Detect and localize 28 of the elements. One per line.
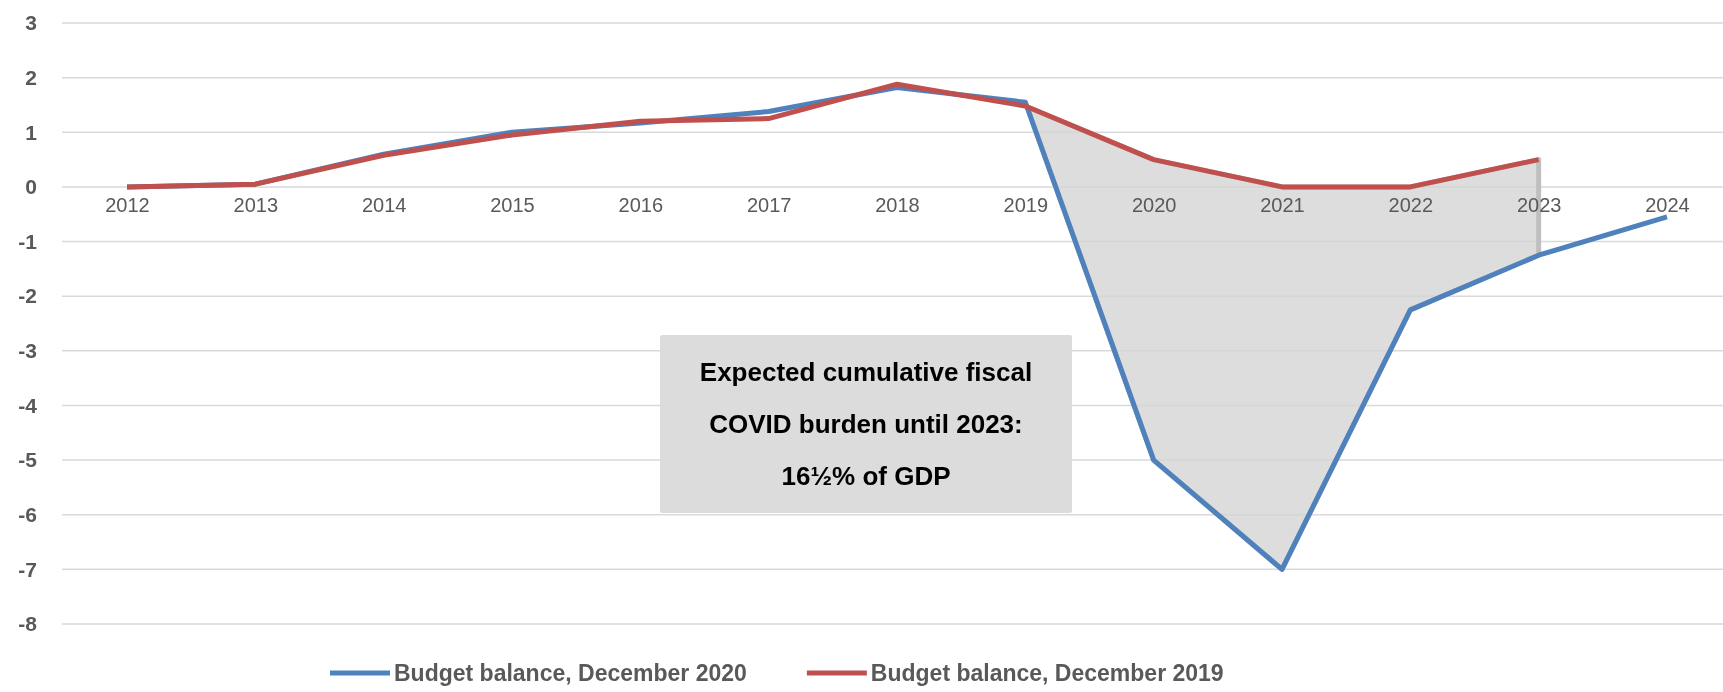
legend-label: Budget balance, December 2019 [870, 660, 1224, 686]
x-tick-label: 2013 [233, 194, 279, 217]
y-tick-label: -3 [18, 339, 37, 363]
y-tick-label: 1 [25, 120, 38, 144]
x-tick-label: 2016 [618, 194, 664, 217]
x-tick-label: 2020 [1131, 194, 1177, 217]
x-tick-label: 2023 [1516, 194, 1562, 217]
x-tick-label: 2018 [875, 194, 920, 217]
x-tick-label: 2017 [746, 194, 792, 217]
legend-label: Budget balance, December 2020 [394, 660, 747, 686]
x-tick-label: 2022 [1388, 194, 1434, 217]
x-tick-label: 2024 [1645, 194, 1690, 217]
y-tick-label: 0 [25, 175, 37, 199]
y-tick-label: -1 [18, 229, 38, 253]
y-tick-label: 3 [25, 11, 37, 35]
x-tick-label: 2021 [1260, 194, 1305, 217]
x-tick-label: 2015 [490, 194, 535, 217]
x-tick-label: 2012 [105, 194, 150, 217]
y-tick-label: -2 [18, 284, 37, 308]
y-tick-label: -7 [18, 557, 37, 581]
y-tick-label: 2 [25, 65, 37, 89]
x-tick-label: 2019 [1003, 194, 1049, 217]
y-tick-label: -4 [18, 393, 38, 417]
annotation: Expected cumulative fiscal COVID burden until 2023: 16½% of GDP [699, 357, 1033, 491]
y-tick-label: -6 [18, 502, 37, 526]
y-tick-label: -5 [18, 448, 38, 472]
x-tick-label: 2014 [361, 194, 407, 217]
y-tick-label: -8 [18, 612, 38, 636]
